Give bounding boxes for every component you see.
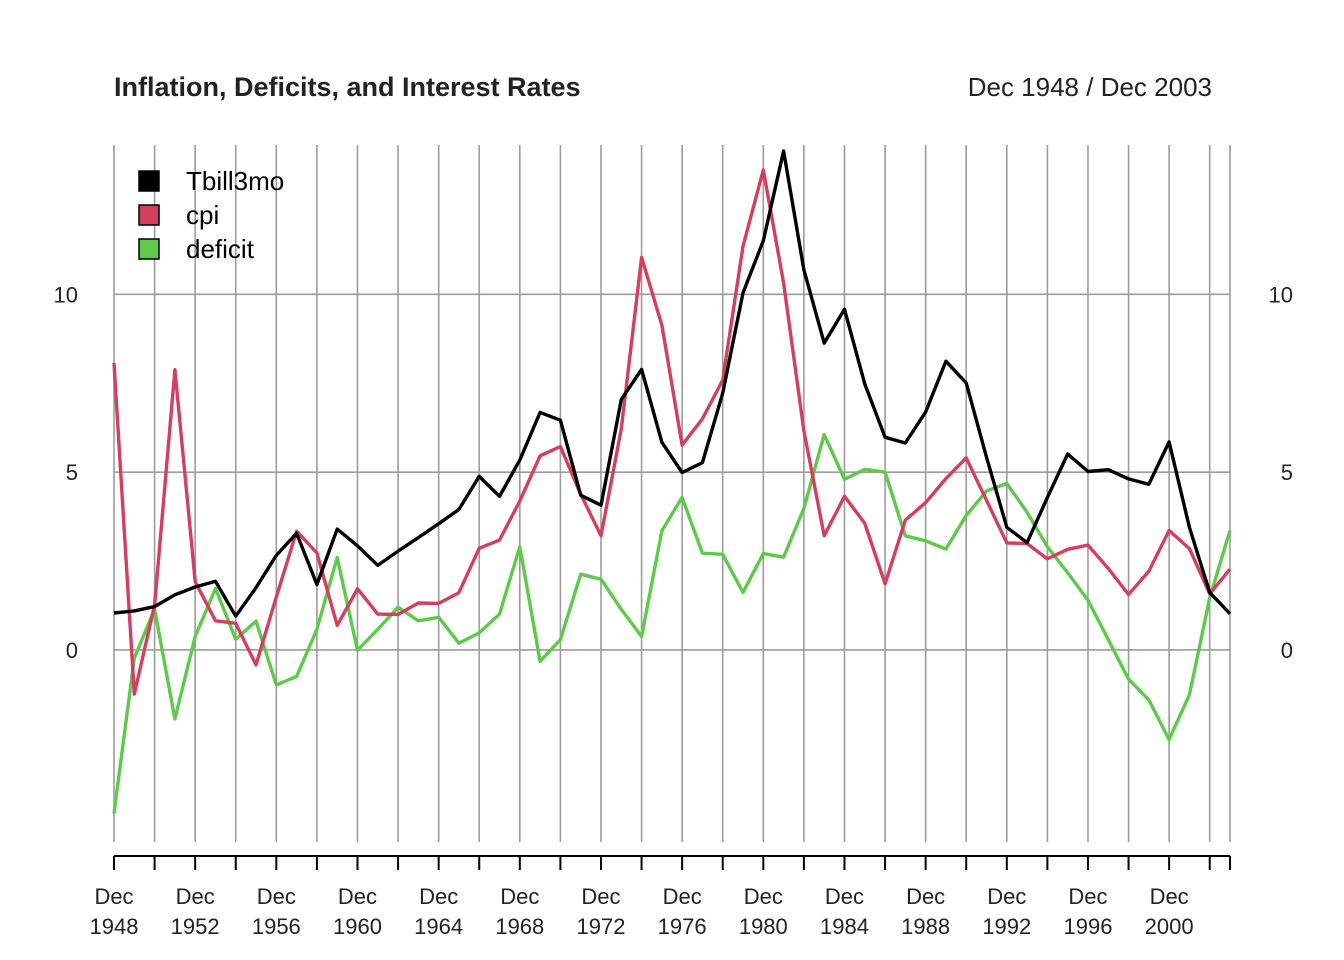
legend-swatch-tbill3mo (138, 170, 160, 192)
y-tick-label-right: 0 (1281, 638, 1293, 663)
x-tick-label: Dec 1964 (414, 884, 463, 939)
chart-title: Inflation, Deficits, and Interest Rates (114, 72, 581, 102)
x-tick-label: Dec 1996 (1063, 884, 1112, 939)
left-y-axis-labels: 0 5 10 (54, 282, 78, 663)
horizontal-gridlines (114, 293, 1230, 651)
legend-label-tbill3mo: Tbill3mo (186, 166, 284, 196)
y-tick-label-left: 5 (66, 460, 78, 485)
x-tick-label: Dec 1980 (739, 884, 788, 939)
x-tick-label: Dec 1984 (820, 884, 869, 939)
x-tick-label: Dec 1952 (171, 884, 220, 939)
y-tick-label-left: 0 (66, 638, 78, 663)
vertical-gridlines (113, 145, 1231, 842)
legend-swatch-deficit (138, 238, 160, 260)
legend: Tbill3mo cpi deficit (138, 166, 284, 264)
x-tick-label: Dec 1968 (495, 884, 544, 939)
x-tick-label: Dec 1976 (658, 884, 707, 939)
x-tick-label: Dec 1948 (90, 884, 139, 939)
y-tick-label-right: 5 (1281, 460, 1293, 485)
series-line-tbill3mo (113, 149, 1232, 618)
legend-label-deficit: deficit (186, 234, 255, 264)
date-range: Dec 1948 / Dec 2003 (968, 72, 1212, 102)
legend-swatch-cpi (138, 204, 160, 226)
x-tick-label: Dec 1972 (577, 884, 626, 939)
series-lines (112, 149, 1232, 814)
x-tick-label: Dec 2000 (1145, 884, 1194, 939)
series-line-deficit (112, 432, 1232, 814)
x-tick-label: Dec 1988 (901, 884, 950, 939)
y-tick-label-right: 10 (1269, 282, 1293, 307)
x-tick-label: Dec 1956 (252, 884, 301, 939)
right-y-axis-labels: 0 5 10 (1269, 282, 1293, 663)
y-tick-label-left: 10 (54, 282, 78, 307)
x-axis: Dec 1948 Dec 1952 Dec 1956 Dec 1960 Dec 1964 Dec 19… (90, 855, 1231, 939)
x-tick-label: Dec 1992 (982, 884, 1031, 939)
x-tick-label: Dec 1960 (333, 884, 382, 939)
series-line-cpi (112, 168, 1232, 696)
legend-label-cpi: cpi (186, 200, 219, 230)
